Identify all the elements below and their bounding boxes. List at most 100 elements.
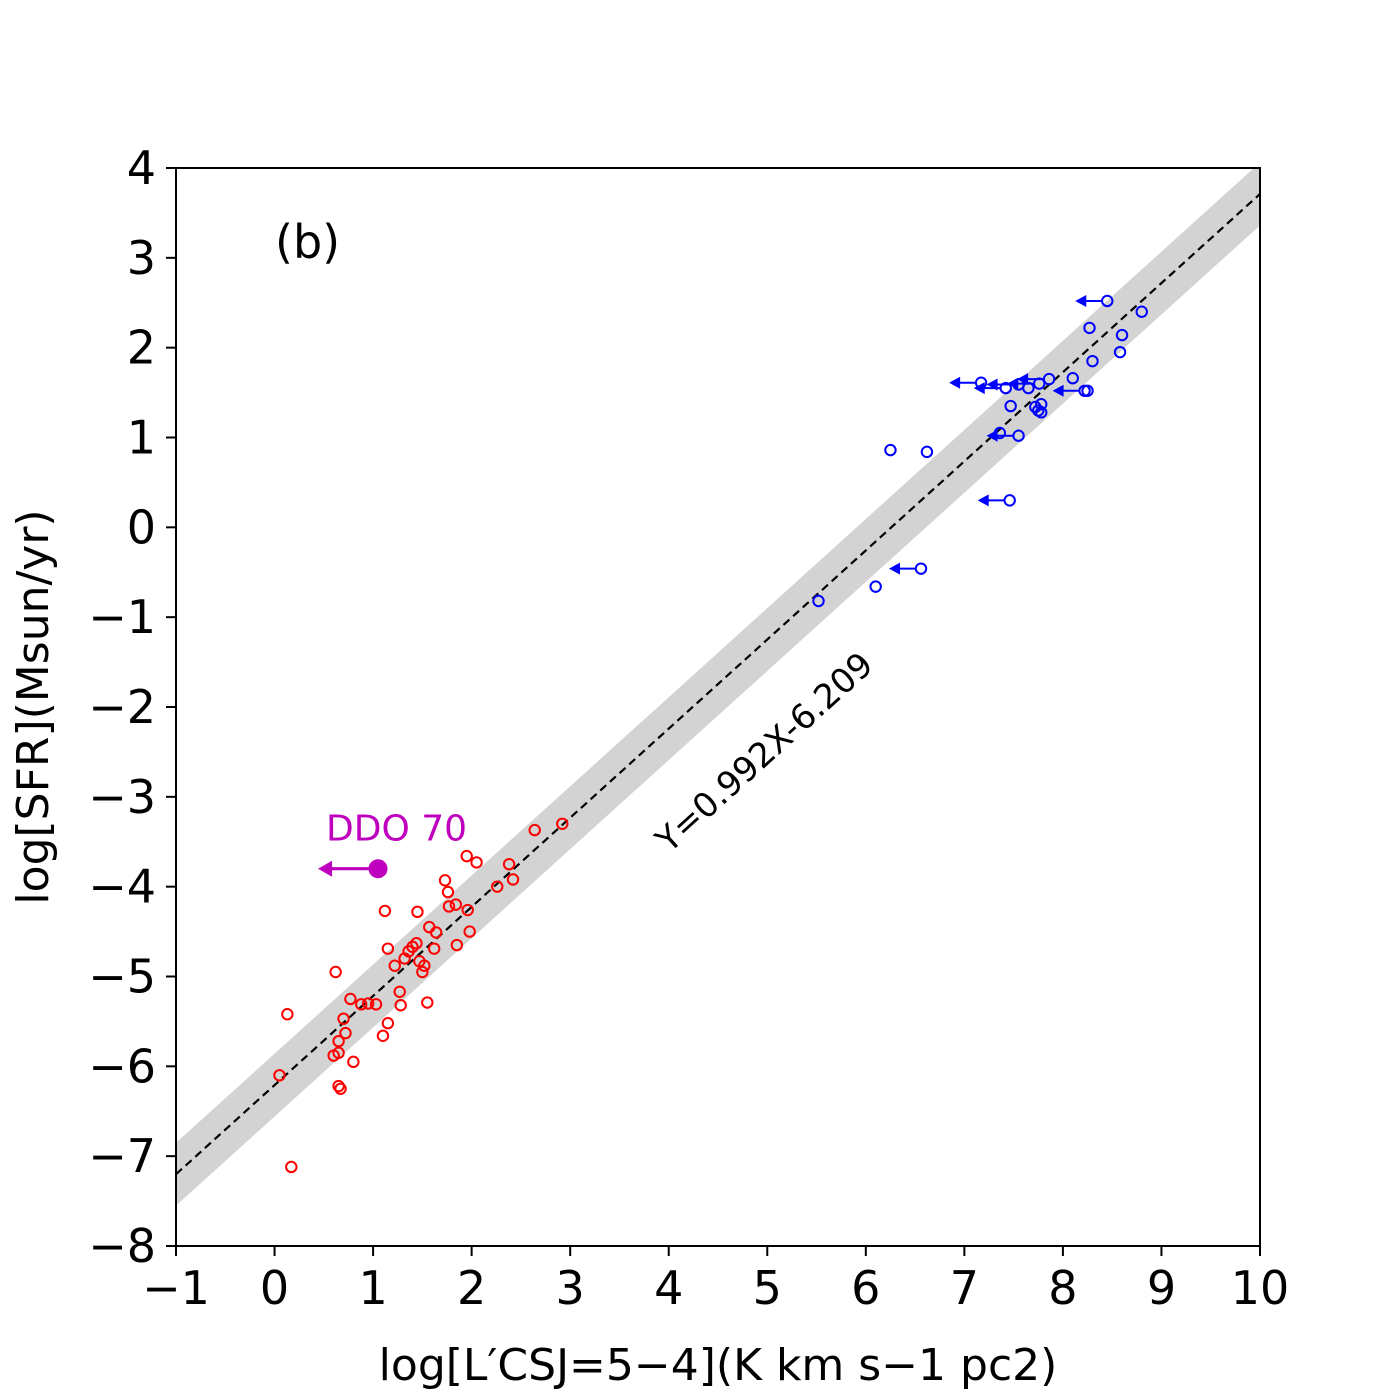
x-tick-label: 1 <box>358 1261 387 1315</box>
data-point <box>411 905 424 919</box>
upper-limit-arrow-head <box>1052 384 1064 397</box>
data-point <box>920 445 934 459</box>
data-point <box>347 1055 360 1069</box>
data-point <box>441 885 455 899</box>
upper-limit-point <box>914 562 928 575</box>
data-point <box>418 959 431 972</box>
fit-equation-label: Y=0.992X-6.209 <box>648 645 882 862</box>
ddo70-arrow-head <box>318 860 333 877</box>
y-tick-label: 2 <box>127 321 156 375</box>
data-point <box>491 880 504 893</box>
x-tick-label: 2 <box>457 1261 486 1315</box>
x-tick-label: 8 <box>1048 1261 1077 1315</box>
y-tick-label: 0 <box>127 500 156 554</box>
upper-limit-point <box>1003 494 1016 507</box>
y-tick-label: −5 <box>88 950 156 1004</box>
data-point <box>339 1026 352 1040</box>
data-point <box>369 998 383 1011</box>
y-tick-label: −4 <box>88 860 156 914</box>
data-point <box>410 937 423 950</box>
data-point <box>329 965 342 979</box>
data-point <box>812 594 825 608</box>
data-point <box>281 1008 294 1021</box>
y-tick-label: −1 <box>88 590 156 644</box>
data-point <box>869 580 882 593</box>
upper-limit-point <box>1042 372 1056 386</box>
x-tick-label: 6 <box>851 1261 880 1315</box>
data-point <box>450 938 464 952</box>
data-point <box>1113 345 1127 359</box>
y-tick-label: −3 <box>88 770 156 824</box>
x-tick-label: 3 <box>556 1261 585 1315</box>
data-point <box>1004 399 1017 413</box>
data-point <box>463 925 476 938</box>
x-tick-label: 4 <box>654 1261 683 1315</box>
data-point <box>376 1029 390 1042</box>
data-point <box>461 903 474 917</box>
data-point <box>381 942 395 955</box>
y-tick-label: −8 <box>88 1219 156 1273</box>
data-point <box>337 1012 350 1025</box>
x-tick-label: 5 <box>753 1261 782 1315</box>
data-point <box>442 900 456 913</box>
x-axis-label: log[L′CSJ=5−4](K km s−1 pc2) <box>379 1340 1058 1391</box>
data-point <box>429 926 443 939</box>
data-point <box>502 858 516 871</box>
data-point <box>416 965 429 979</box>
ddo70-point <box>368 859 388 879</box>
y-tick-label: −2 <box>88 680 156 734</box>
plot-area <box>176 168 1260 1206</box>
upper-limit-point <box>1101 294 1114 308</box>
upper-limit-point <box>999 381 1012 395</box>
data-point <box>506 873 520 886</box>
upper-limit-point <box>1012 429 1025 442</box>
y-tick-label: 1 <box>127 411 156 465</box>
data-points <box>273 294 1148 1174</box>
data-point <box>378 904 392 918</box>
y-tick-label: −7 <box>88 1129 156 1183</box>
data-point <box>460 849 473 863</box>
data-point <box>355 998 368 1011</box>
data-point <box>528 823 541 837</box>
data-point <box>1086 354 1099 368</box>
upper-limit-arrow-head <box>973 382 985 395</box>
data-point <box>556 817 569 830</box>
data-point <box>1135 305 1148 318</box>
data-point <box>470 856 483 869</box>
data-point <box>449 898 463 911</box>
data-point <box>332 1046 345 1060</box>
data-point <box>393 985 406 998</box>
ddo70-label: DDO 70 <box>326 809 467 850</box>
data-point <box>332 1034 345 1048</box>
y-tick-label: −6 <box>88 1039 156 1093</box>
y-axis-label: log[SFR](Msun/yr) <box>8 509 59 904</box>
data-point <box>1035 406 1048 419</box>
upper-limit-point <box>1078 384 1091 397</box>
data-point <box>427 942 441 955</box>
data-point <box>394 999 407 1012</box>
y-tick-label: 4 <box>127 141 156 195</box>
x-axis-ticks: −1 0 1 2 3 4 5 6 7 8 9 10 <box>142 1246 1289 1315</box>
data-point <box>884 443 897 457</box>
data-point <box>334 1082 347 1095</box>
x-tick-label: 9 <box>1147 1261 1176 1315</box>
fit-confidence-band <box>176 168 1260 1206</box>
data-point <box>1083 321 1096 335</box>
upper-limit-arrow-head <box>889 562 901 575</box>
data-point <box>273 1069 286 1082</box>
x-tick-label: 7 <box>950 1261 979 1315</box>
data-point <box>361 997 375 1010</box>
data-point <box>1115 328 1129 342</box>
data-point <box>421 996 434 1009</box>
upper-limit-point <box>1012 378 1025 391</box>
upper-limit-arrow-head <box>949 376 961 389</box>
data-point <box>381 1017 395 1030</box>
y-tick-label: 3 <box>127 231 156 285</box>
data-point <box>344 992 357 1006</box>
data-point <box>1035 398 1048 411</box>
upper-limit-arrow-head <box>986 429 998 442</box>
data-point <box>438 874 452 887</box>
data-point <box>388 959 401 972</box>
data-point <box>1066 372 1079 385</box>
